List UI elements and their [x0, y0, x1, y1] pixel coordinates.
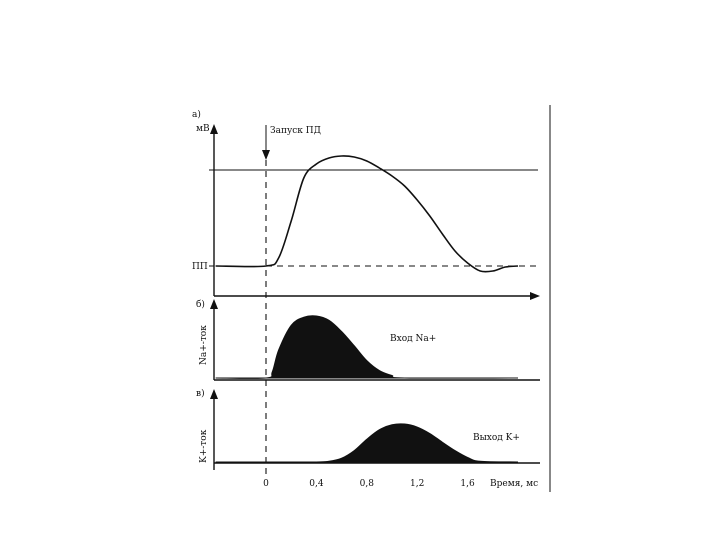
panel-b-label: б): [196, 299, 205, 310]
trigger-arrow-head: [262, 150, 270, 160]
panel-b-y-arrow: [210, 299, 218, 309]
resting-level-label: ПП: [192, 262, 208, 272]
x-tick-label: 0,4: [309, 479, 324, 489]
trigger-label: Запуск ПД: [270, 126, 321, 136]
action-potential-curve: [215, 155, 519, 273]
panel-b-ylabel: Na+-ток: [199, 325, 209, 365]
x-tick-label: 1,6: [460, 479, 475, 489]
panel-a-x-arrow: [530, 292, 540, 300]
x-tick-label: 1,2: [410, 479, 424, 489]
panel-c-ylabel: K+-ток: [199, 429, 209, 463]
x-tick-label: 0: [263, 479, 269, 489]
x-tick-label: 0,8: [360, 479, 375, 489]
k-series-label: Выход K+: [473, 433, 520, 443]
na-current-area: [215, 315, 519, 379]
panel-a-y-arrow: [210, 124, 218, 134]
k-current-area: [215, 423, 519, 463]
panel-c-y-arrow: [210, 389, 218, 399]
x-tick-labels: 0 0,4 0,8 1,2 1,6: [263, 479, 475, 489]
panel-c-label: в): [196, 388, 205, 399]
panel-a-label: а): [192, 109, 201, 120]
panel-a-ylabel: мВ: [196, 124, 210, 134]
x-axis-label: Время, мс: [490, 479, 538, 489]
na-series-label: Вход Na+: [390, 334, 436, 344]
